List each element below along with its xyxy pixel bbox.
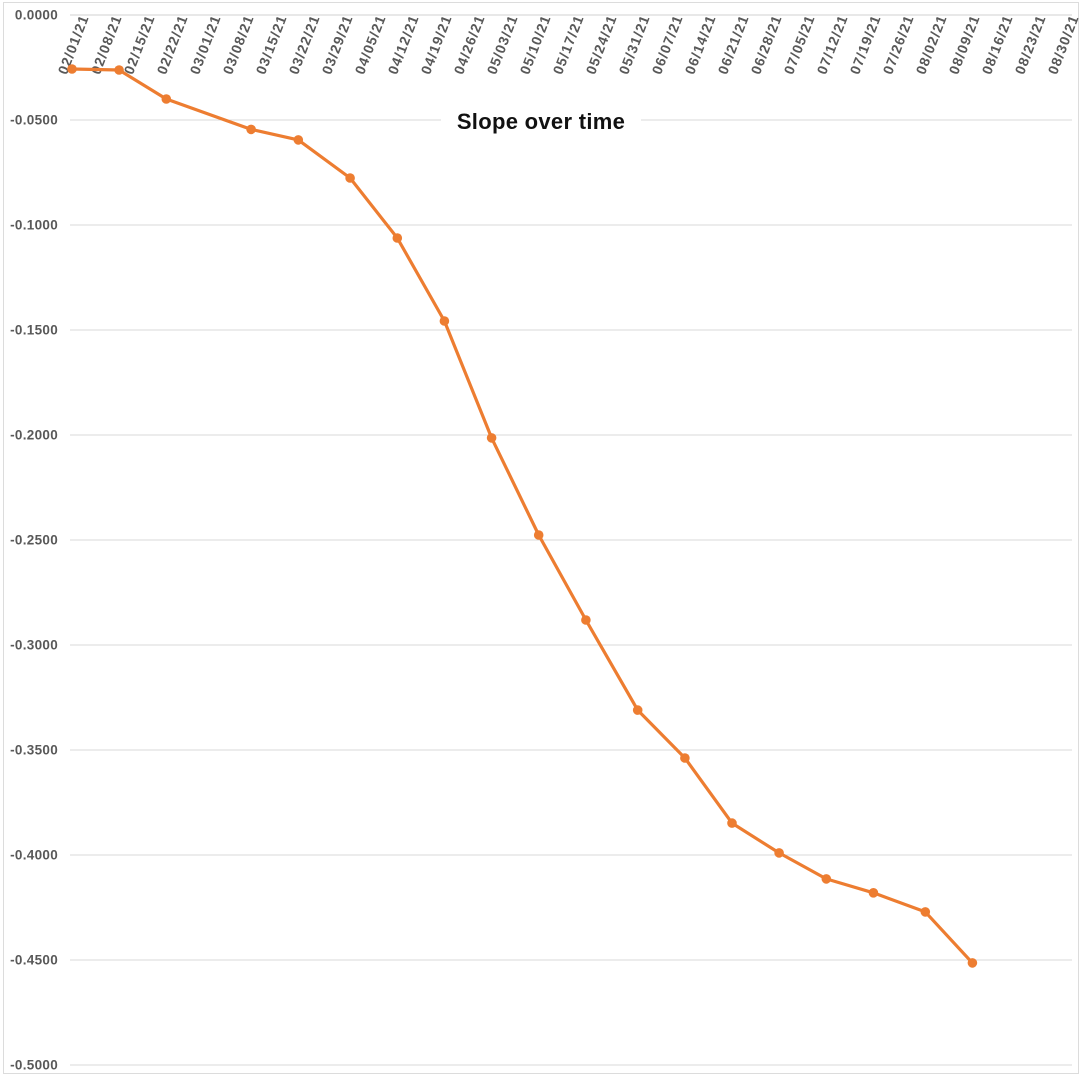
y-axis-tick-label: -0.3000: [10, 638, 58, 653]
x-axis-tick-label: 03/15/21: [252, 12, 289, 76]
y-axis-tick-label: -0.5000: [10, 1058, 58, 1073]
x-axis-tick-label: 02/22/21: [153, 12, 190, 76]
data-point-marker: [967, 958, 978, 968]
chart-border: [3, 2, 1079, 1074]
data-point-marker: [345, 173, 355, 183]
y-axis-tick-label: -0.4500: [10, 953, 58, 968]
data-point-marker: [439, 316, 450, 326]
x-axis-tick-label: 07/19/21: [846, 12, 883, 76]
x-axis-tick-label: 03/08/21: [219, 12, 256, 76]
y-axis-tick-label: -0.4000: [10, 848, 58, 863]
data-point-marker: [161, 94, 172, 104]
x-axis-tick-label: 02/15/21: [120, 12, 157, 76]
y-axis-tick-label: -0.2000: [10, 428, 58, 443]
x-axis-tick-label: 03/29/21: [318, 12, 355, 76]
x-axis-tick-label: 03/22/21: [285, 12, 322, 76]
x-axis-tick-label: 08/30/21: [1044, 12, 1081, 76]
x-axis-labels: 02/01/2102/08/2102/15/2102/22/2103/01/21…: [54, 12, 1081, 76]
x-axis-tick-label: 06/28/21: [747, 12, 784, 76]
x-axis-tick-label: 04/26/21: [450, 12, 487, 76]
y-axis-tick-label: -0.1000: [10, 218, 58, 233]
y-axis-tick-label: -0.2500: [10, 533, 58, 548]
x-axis-tick-label: 05/24/21: [582, 12, 619, 76]
x-axis-tick-label: 07/12/21: [813, 12, 850, 76]
x-axis-tick-label: 08/09/21: [945, 12, 982, 76]
data-point-marker: [774, 848, 784, 858]
data-point-marker: [114, 65, 124, 75]
x-axis-tick-label: 05/31/21: [615, 12, 652, 76]
x-axis-tick-label: 06/21/21: [714, 12, 751, 76]
data-point-marker: [680, 753, 690, 763]
x-axis-tick-label: 07/05/21: [780, 12, 817, 76]
x-axis-tick-label: 06/14/21: [681, 12, 718, 76]
data-point-marker: [67, 64, 77, 74]
y-axis-tick-label: -0.1500: [10, 323, 58, 338]
x-axis-tick-label: 06/07/21: [648, 12, 685, 76]
data-point-marker: [581, 615, 591, 625]
data-point-marker: [632, 705, 643, 715]
y-axis-tick-label: -0.0500: [10, 113, 58, 128]
data-point-marker: [486, 433, 497, 443]
gridlines: [70, 14, 1072, 1066]
x-axis-tick-label: 04/19/21: [417, 12, 454, 76]
x-axis-tick-label: 07/26/21: [879, 12, 916, 76]
data-point-marker: [293, 135, 304, 145]
series-line: [70, 67, 975, 965]
x-axis-tick-label: 08/02/21: [912, 12, 949, 76]
x-axis-tick-label: 05/17/21: [549, 12, 586, 76]
y-axis-labels: 0.0000 -0.0500 -0.1000 -0.1500 -0.2000 -0.250…: [10, 8, 58, 1073]
y-axis-tick-label: -0.3500: [10, 743, 58, 758]
data-point-marker: [246, 124, 256, 135]
data-point-marker: [868, 888, 879, 898]
x-axis-tick-label: 08/23/21: [1011, 12, 1048, 76]
x-axis-tick-label: 08/16/21: [978, 12, 1015, 76]
data-point-marker: [727, 818, 737, 828]
chart-title-background: [441, 100, 641, 138]
x-axis-tick-label: 05/03/21: [483, 12, 520, 76]
chart-title: Slope over time: [457, 109, 625, 134]
y-axis-tick-label: 0.0000: [15, 8, 58, 23]
x-axis-tick-label: 04/12/21: [384, 12, 421, 76]
data-point-marker: [920, 907, 931, 917]
data-point-marker: [533, 530, 544, 540]
series-slope: [67, 64, 978, 968]
data-point-marker: [821, 874, 832, 884]
x-axis-tick-label: 03/01/21: [186, 12, 223, 76]
data-point-marker: [392, 233, 403, 243]
x-axis-tick-label: 04/05/21: [351, 12, 388, 76]
x-axis-tick-label: 05/10/21: [516, 12, 553, 76]
